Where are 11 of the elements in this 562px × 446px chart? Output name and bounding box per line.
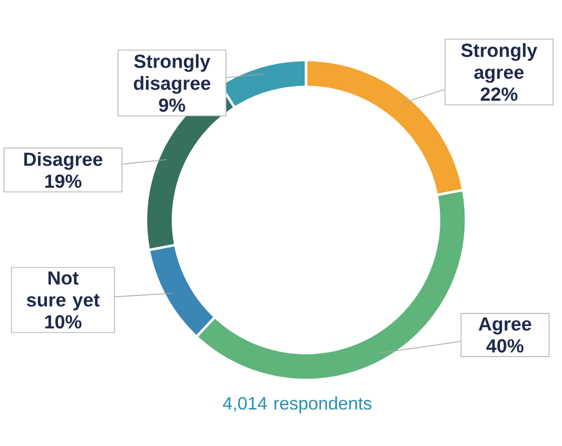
slice-label: Agree <box>478 317 532 334</box>
slice-label: Not sure yet <box>26 271 100 310</box>
data-label: 40% <box>486 339 524 353</box>
text: 4,014 respondents <box>222 396 372 414</box>
data-label: 10% <box>45 315 82 329</box>
slice-label: Strongly agree <box>461 43 538 83</box>
data-label: 19% <box>45 174 82 188</box>
data-label: 22% <box>480 87 518 101</box>
data-label: 9% <box>158 98 186 112</box>
slice-label: Strongly disagree <box>134 54 210 94</box>
slice-label: Disagree <box>24 152 102 170</box>
